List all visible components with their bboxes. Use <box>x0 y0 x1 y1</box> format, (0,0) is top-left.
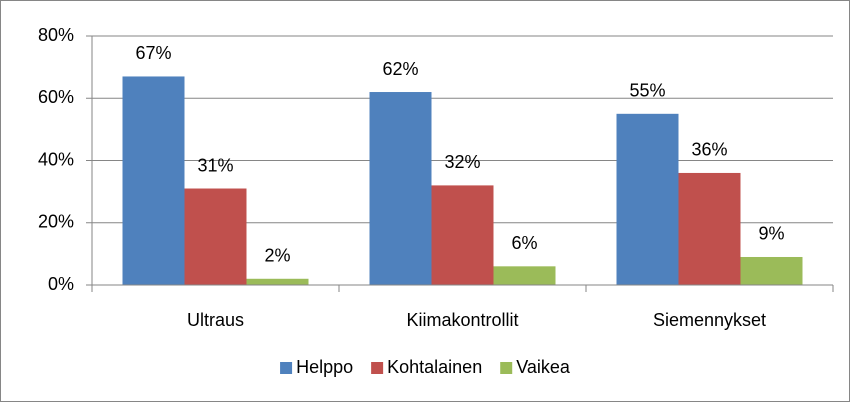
bar <box>122 76 185 286</box>
legend-label: Helppo <box>296 357 353 377</box>
y-tick-label: 80% <box>38 25 74 45</box>
legend-label: Kohtalainen <box>387 357 482 377</box>
value-label: 36% <box>691 140 727 160</box>
value-label: 6% <box>511 233 537 253</box>
bar <box>678 172 741 285</box>
legend-swatch <box>280 362 293 374</box>
bar <box>616 113 679 285</box>
bar <box>740 256 803 285</box>
x-tick-label: Ultraus <box>187 310 244 330</box>
legend-label: Vaikea <box>516 357 571 377</box>
bar <box>431 185 494 285</box>
value-label: 32% <box>444 152 480 172</box>
value-label: 55% <box>629 81 665 101</box>
bar <box>184 188 247 285</box>
y-tick-label: 40% <box>38 149 74 169</box>
y-tick-label: 0% <box>48 274 74 294</box>
value-label: 67% <box>135 43 171 63</box>
bar <box>493 266 556 285</box>
legend-swatch <box>371 362 384 374</box>
value-label: 62% <box>382 59 418 79</box>
x-tick-label: Siemennykset <box>653 310 766 330</box>
value-label: 2% <box>264 246 290 266</box>
x-tick-label: Kiimakontrollit <box>406 310 518 330</box>
value-label: 31% <box>197 155 233 175</box>
bar <box>369 92 432 286</box>
y-tick-label: 60% <box>38 87 74 107</box>
value-label: 9% <box>758 224 784 244</box>
legend-swatch <box>500 362 513 374</box>
bar <box>246 278 309 285</box>
y-tick-label: 20% <box>38 212 74 232</box>
